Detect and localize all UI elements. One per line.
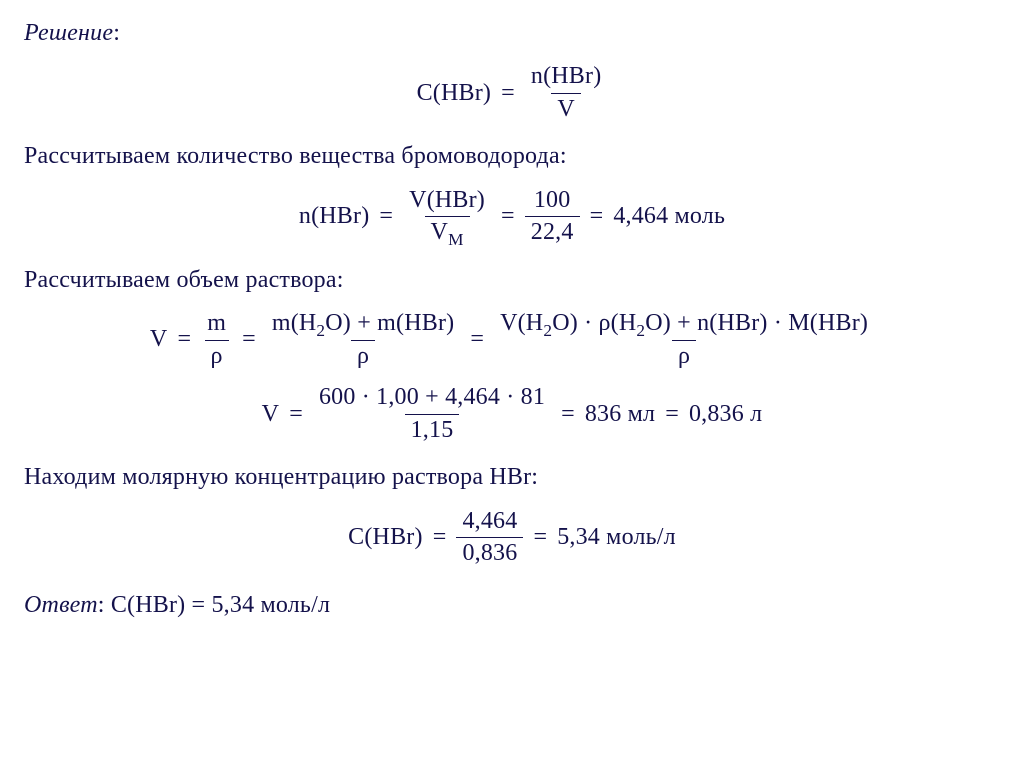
eq4-num: 4,464 bbox=[456, 508, 523, 538]
eq2-num2: 100 bbox=[528, 187, 577, 217]
eq2-den2: 22,4 bbox=[525, 216, 580, 247]
para-molar-conc: Находим молярную концентрацию раствора H… bbox=[24, 462, 1000, 493]
formula-volume-derivation: V = m ρ = m(H2O) + m(HBr) ρ = V(H2O) · ρ… bbox=[24, 310, 1000, 370]
eq1-den: V bbox=[551, 93, 581, 124]
formula-inner: C(HBr) = 4,464 0,836 = 5,34 моль/л bbox=[348, 508, 676, 568]
equals-sign: = bbox=[533, 522, 547, 553]
eq3a-num2-b: O) bbox=[325, 310, 351, 336]
formula-concentration-def: C(HBr) = n(HBr) V bbox=[24, 63, 1000, 123]
eq3a-num3-c: O) + n(HBr) · M(HBr) bbox=[645, 310, 868, 336]
equals-sign: = bbox=[590, 201, 604, 232]
eq4-den: 0,836 bbox=[456, 537, 523, 568]
formula-inner: V = m ρ = m(H2O) + m(HBr) ρ = V(H2O) · ρ… bbox=[150, 310, 874, 370]
equals-sign: = bbox=[665, 399, 679, 430]
equals-sign: = bbox=[289, 399, 303, 430]
equals-sign: = bbox=[470, 324, 484, 355]
eq2-num1: V(HBr) bbox=[403, 187, 491, 217]
formula-molar-conc: C(HBr) = 4,464 0,836 = 5,34 моль/л bbox=[24, 508, 1000, 568]
para-n-hbr: Рассчитываем количество вещества бромово… bbox=[24, 141, 1000, 172]
eq2-frac2: 100 22,4 bbox=[525, 187, 580, 247]
eq3b-rhs1: 836 мл bbox=[585, 399, 655, 430]
eq1-frac: n(HBr) V bbox=[525, 63, 608, 123]
formula-inner: V = 600 · 1,00 + 4,464 · 81 1,15 = 836 м… bbox=[262, 384, 763, 444]
eq3b-den: 1,15 bbox=[405, 414, 460, 445]
para-volume: Рассчитываем объем раствора: bbox=[24, 265, 1000, 296]
eq3b-frac: 600 · 1,00 + 4,464 · 81 1,15 bbox=[313, 384, 551, 444]
eq3a-num3: V(H2O) · ρ(H2O) + n(HBr) · M(HBr) bbox=[494, 310, 874, 340]
formula-inner: C(HBr) = n(HBr) V bbox=[417, 63, 608, 123]
eq3a-num1: m bbox=[201, 310, 232, 340]
equals-sign: = bbox=[379, 201, 393, 232]
colon: : bbox=[113, 20, 120, 46]
eq4-lhs: C(HBr) bbox=[348, 522, 423, 553]
equals-sign: = bbox=[433, 522, 447, 553]
answer-label: Ответ bbox=[24, 592, 98, 618]
eq3a-num3-b: O) · ρ(H bbox=[552, 310, 636, 336]
eq3a-frac1: m ρ bbox=[201, 310, 232, 370]
sub2: 2 bbox=[543, 321, 552, 340]
eq2-den1-base: V bbox=[431, 219, 449, 245]
equals-sign: = bbox=[501, 78, 515, 109]
eq3a-den2: ρ bbox=[351, 340, 375, 371]
sub2: 2 bbox=[316, 321, 325, 340]
sub2: 2 bbox=[636, 321, 645, 340]
eq3a-num2: m(H2O) + m(HBr) bbox=[266, 310, 461, 340]
eq4-rhs: 5,34 моль/л bbox=[557, 522, 676, 553]
eq3b-rhs2: 0,836 л bbox=[689, 399, 762, 430]
eq3a-num3-a: V(H bbox=[500, 310, 543, 336]
eq3b-lhs: V bbox=[262, 399, 280, 430]
formula-inner: n(HBr) = V(HBr) VM = 100 22,4 = 4,464 мо… bbox=[299, 187, 725, 247]
eq3b-num: 600 · 1,00 + 4,464 · 81 bbox=[313, 384, 551, 414]
eq1-num: n(HBr) bbox=[525, 63, 608, 93]
eq2-lhs: n(HBr) bbox=[299, 201, 370, 232]
eq3a-lhs: V bbox=[150, 324, 168, 355]
eq3a-den1: ρ bbox=[205, 340, 229, 371]
answer-text: C(HBr) = 5,34 моль/л bbox=[111, 592, 330, 618]
plus: + bbox=[351, 310, 377, 336]
eq1-lhs: C(HBr) bbox=[417, 78, 492, 109]
equals-sign: = bbox=[242, 324, 256, 355]
colon: : bbox=[98, 592, 105, 618]
eq3a-frac2: m(H2O) + m(HBr) ρ bbox=[266, 310, 461, 370]
eq3a-frac3: V(H2O) · ρ(H2O) + n(HBr) · M(HBr) ρ bbox=[494, 310, 874, 370]
eq3a-num2-a: m(H bbox=[272, 310, 317, 336]
eq2-frac1: V(HBr) VM bbox=[403, 187, 491, 247]
eq3a-num2-c: m(HBr) bbox=[377, 310, 454, 336]
eq2-den1: VM bbox=[425, 216, 470, 247]
formula-n-hbr: n(HBr) = V(HBr) VM = 100 22,4 = 4,464 мо… bbox=[24, 187, 1000, 247]
equals-sign: = bbox=[177, 324, 191, 355]
solution-heading-text: Решение bbox=[24, 20, 113, 46]
eq2-den1-sub: M bbox=[448, 230, 464, 249]
answer-line: Ответ: C(HBr) = 5,34 моль/л bbox=[24, 590, 1000, 621]
equals-sign: = bbox=[561, 399, 575, 430]
solution-heading: Решение: bbox=[24, 18, 1000, 49]
eq3a-den3: ρ bbox=[672, 340, 696, 371]
equals-sign: = bbox=[501, 201, 515, 232]
eq2-rhs: 4,464 моль bbox=[613, 201, 725, 232]
eq4-frac: 4,464 0,836 bbox=[456, 508, 523, 568]
formula-volume-numeric: V = 600 · 1,00 + 4,464 · 81 1,15 = 836 м… bbox=[24, 384, 1000, 444]
